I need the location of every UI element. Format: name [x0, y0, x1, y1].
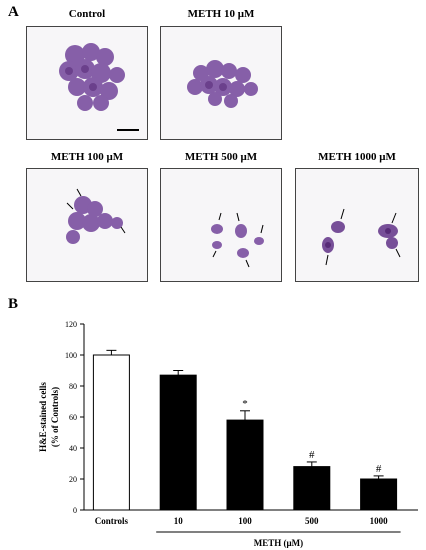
y-tick-label: 40 — [69, 444, 77, 453]
x-tick-label: 500 — [305, 516, 319, 526]
bar-chart: H&E-stained cells (% of Controls) 0 20 40 60… — [38, 320, 418, 548]
x-tick-label: 100 — [238, 516, 252, 526]
micrograph-meth-1000 — [295, 168, 419, 282]
image-label-meth-500: METH 500 μM — [184, 151, 258, 163]
y-axis-label-line2: (% of Controls) — [50, 387, 60, 447]
significance-mark: * — [242, 398, 248, 410]
y-axis-label-line1: H&E-stained cells — [38, 382, 48, 452]
bar — [159, 374, 197, 511]
y-tick-label: 60 — [69, 413, 77, 422]
y-tick-label: 0 — [73, 506, 77, 515]
panel-a-letter: A — [8, 4, 19, 20]
bar — [360, 478, 398, 511]
image-label-meth-100: METH 100 μM — [50, 151, 124, 163]
image-label-meth-1000: METH 1000 μM — [318, 151, 396, 163]
micrograph-control — [26, 26, 148, 140]
bar — [92, 354, 130, 511]
significance-mark: # — [376, 463, 382, 475]
x-tick-label: 1000 — [370, 516, 389, 526]
panel-b-letter: B — [8, 296, 19, 312]
micrograph-meth-10 — [160, 26, 282, 140]
x-tick-label: 10 — [174, 516, 184, 526]
micrograph-meth-500 — [160, 168, 282, 282]
image-label-meth-10: METH 10 μM — [187, 8, 255, 20]
image-label-control: Control — [68, 8, 106, 20]
significance-mark: # — [309, 449, 315, 461]
y-tick-label: 20 — [69, 475, 77, 484]
x-tick-label: Controls — [95, 516, 129, 526]
bar — [293, 466, 331, 511]
x-axis-label: METH (μM) — [254, 538, 303, 548]
bar — [226, 419, 264, 511]
y-tick-label: 80 — [69, 382, 77, 391]
y-tick-label: 120 — [65, 320, 77, 329]
y-tick-label: 100 — [65, 351, 77, 360]
micrograph-meth-100 — [26, 168, 148, 282]
y-axis-label: H&E-stained cells (% of Controls) — [38, 382, 60, 452]
scale-bar — [117, 129, 139, 131]
